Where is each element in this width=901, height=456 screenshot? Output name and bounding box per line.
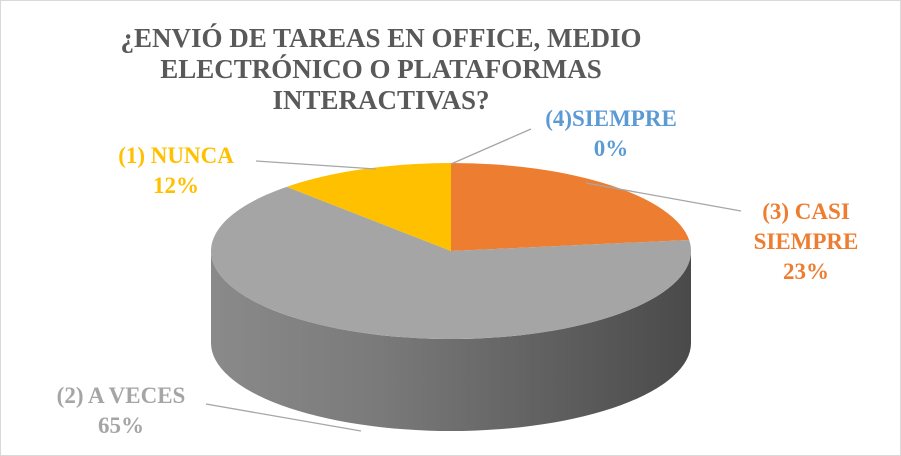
value-label: 12% [153, 173, 199, 198]
category-label: (4)SIEMPRE [545, 106, 677, 131]
data-label: (1) NUNCA 12% [66, 141, 286, 201]
category-label: (3) CASI SIEMPRE [753, 199, 859, 254]
slice [211, 186, 692, 339]
value-label: 23% [783, 259, 829, 284]
data-label: (4)SIEMPRE 0% [501, 104, 721, 164]
category-label: (2) A VECES [56, 383, 186, 408]
leader-lines [205, 128, 742, 432]
value-label: 0% [593, 136, 629, 161]
category-label: (1) NUNCA [118, 143, 234, 168]
slice [451, 163, 690, 251]
slice [286, 163, 451, 251]
value-label: 65% [98, 413, 144, 438]
chart-title: ¿ENVIÓ DE TAREAS EN OFFICE, MEDIO ELECTR… [120, 23, 642, 115]
data-label: (3) CASI SIEMPRE 23% [731, 197, 881, 287]
slice-side [211, 251, 691, 431]
data-label: (2) A VECES 65% [11, 381, 231, 441]
